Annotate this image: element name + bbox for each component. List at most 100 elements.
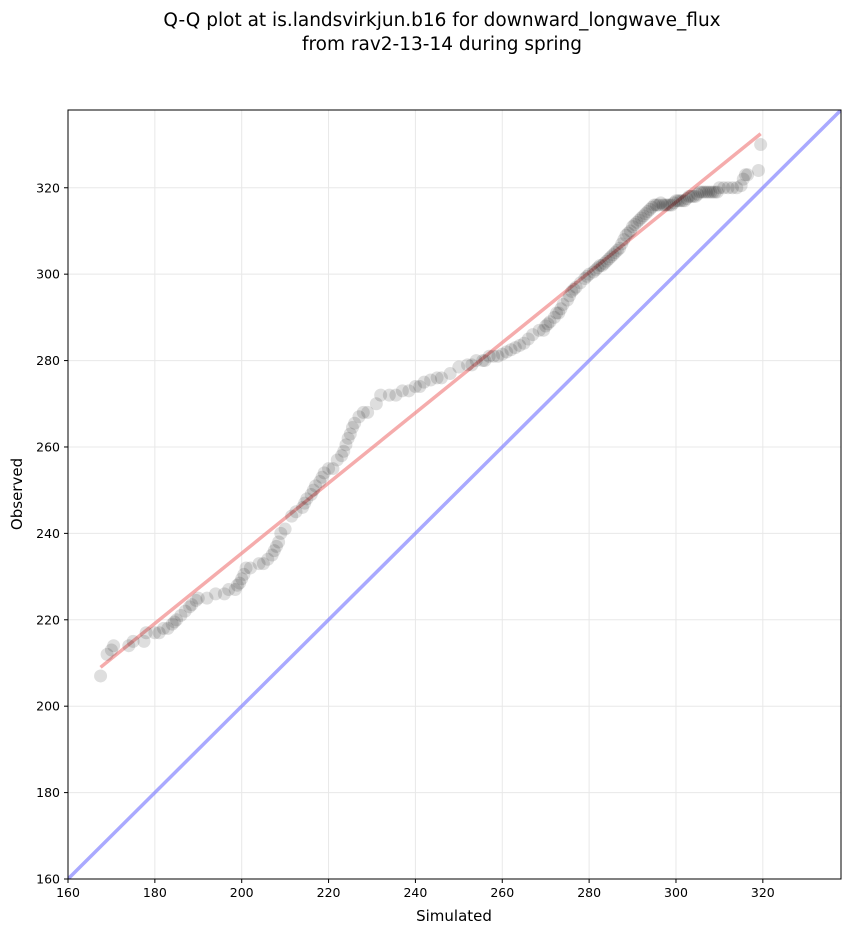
- x-tick-label-160: 160: [56, 885, 80, 900]
- data-point-50: [315, 470, 329, 484]
- data-point-145: [654, 196, 668, 210]
- data-point-60: [345, 421, 359, 435]
- data-point-88: [500, 345, 514, 359]
- grid: [67, 110, 841, 880]
- axes: 160 180 200 220 240 260 280 300 320 160 180 200 220 2…: [36, 109, 842, 900]
- data-point-109: [569, 280, 583, 294]
- data-point-132: [626, 220, 640, 234]
- data-point-160: [686, 189, 700, 203]
- data-point-94: [526, 328, 540, 342]
- data-point-12: [165, 617, 179, 631]
- data-point-81: [469, 354, 483, 368]
- data-point-70: [402, 384, 416, 398]
- data-point-99: [543, 315, 557, 329]
- data-point-41: [285, 509, 299, 523]
- data-point-127: [615, 237, 629, 251]
- data-point-18: [185, 598, 199, 612]
- data-point-75: [430, 371, 444, 385]
- data-point-34: [261, 552, 275, 566]
- data-point-96: [537, 323, 551, 337]
- data-point-166: [699, 185, 713, 199]
- data-point-29: [237, 567, 251, 581]
- data-point-153: [671, 194, 685, 208]
- y-tick-label-260: 260: [36, 439, 60, 454]
- data-point-42: [289, 505, 303, 519]
- data-point-116: [591, 261, 605, 275]
- data-point-3: [107, 639, 121, 653]
- data-point-78: [452, 360, 466, 374]
- data-point-108: [567, 282, 581, 296]
- data-point-97: [539, 319, 553, 333]
- data-point-162: [691, 187, 705, 201]
- data-point-31: [243, 561, 257, 575]
- data-point-119: [597, 256, 611, 270]
- data-point-157: [680, 192, 694, 206]
- data-point-91: [513, 338, 527, 352]
- data-point-22: [209, 587, 223, 601]
- data-point-25: [228, 583, 242, 597]
- data-point-87: [495, 347, 509, 361]
- data-point-14: [170, 613, 184, 627]
- identity-line: [68, 110, 841, 879]
- x-tick-label-280: 280: [577, 885, 601, 900]
- data-point-110: [573, 276, 587, 290]
- data-point-85: [487, 349, 501, 363]
- data-point-137: [636, 209, 650, 223]
- data-point-159: [684, 189, 698, 203]
- y-tick-label-300: 300: [36, 267, 60, 282]
- data-point-66: [374, 388, 388, 402]
- data-point-141: [645, 200, 659, 214]
- fit-line: [99, 132, 762, 669]
- data-point-154: [673, 194, 687, 208]
- data-point-5: [126, 634, 140, 648]
- data-point-72: [413, 379, 427, 393]
- data-point-11: [161, 621, 175, 635]
- data-point-0: [94, 669, 108, 683]
- data-point-167: [702, 185, 716, 199]
- data-point-100: [547, 310, 561, 324]
- data-point-144: [652, 198, 666, 212]
- data-point-165: [697, 185, 711, 199]
- data-point-17: [183, 600, 197, 614]
- x-tick-label-200: 200: [230, 885, 254, 900]
- data-point-55: [335, 449, 349, 463]
- data-point-95: [532, 323, 546, 337]
- data-point-118: [595, 259, 609, 273]
- chart-title-line-1: Q-Q plot at is.landsvirkjun.b16 for down…: [163, 10, 720, 31]
- data-point-8: [148, 626, 162, 640]
- data-point-169: [706, 185, 720, 199]
- data-point-126: [613, 241, 627, 255]
- data-point-80: [465, 358, 479, 372]
- data-point-68: [389, 388, 403, 402]
- data-point-15: [174, 608, 188, 622]
- data-point-170: [708, 185, 722, 199]
- data-point-156: [678, 194, 692, 208]
- data-point-181: [751, 163, 765, 177]
- identity-line-layer: [68, 110, 841, 879]
- data-point-13: [167, 615, 181, 629]
- data-point-79: [461, 358, 475, 372]
- data-point-133: [628, 217, 642, 231]
- data-point-6: [137, 634, 151, 648]
- data-point-86: [491, 349, 505, 363]
- data-point-172: [712, 181, 726, 195]
- data-point-45: [300, 492, 314, 506]
- data-point-175: [725, 181, 739, 195]
- data-point-40: [278, 522, 292, 536]
- data-point-151: [667, 196, 681, 210]
- y-tick-label-200: 200: [36, 699, 60, 714]
- data-point-143: [649, 198, 663, 212]
- data-point-76: [434, 371, 448, 385]
- data-point-73: [417, 375, 431, 389]
- data-point-178: [736, 172, 750, 186]
- data-point-33: [256, 557, 270, 571]
- data-point-98: [541, 317, 555, 331]
- data-point-53: [326, 462, 340, 476]
- y-tick-label-320: 320: [36, 180, 60, 195]
- data-point-150: [665, 198, 679, 212]
- data-point-77: [443, 367, 457, 381]
- data-point-176: [730, 181, 744, 195]
- data-point-114: [586, 265, 600, 279]
- data-point-16: [178, 604, 192, 618]
